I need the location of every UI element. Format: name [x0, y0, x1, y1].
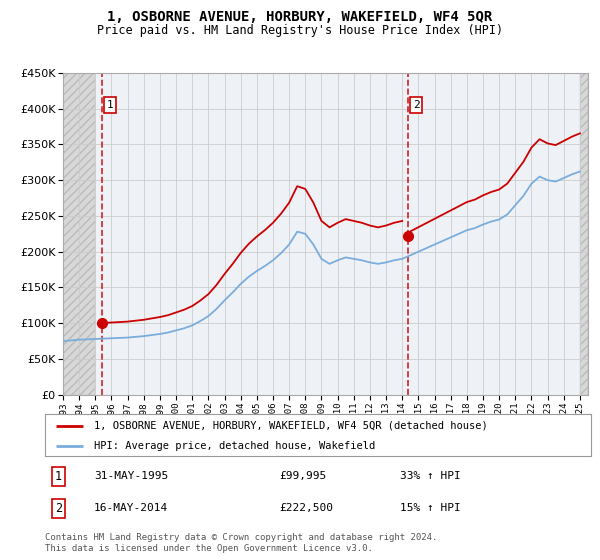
- Text: Contains HM Land Registry data © Crown copyright and database right 2024.
This d: Contains HM Land Registry data © Crown c…: [45, 533, 437, 553]
- Text: 2: 2: [413, 100, 419, 110]
- Text: £99,995: £99,995: [280, 471, 327, 481]
- Text: 31-MAY-1995: 31-MAY-1995: [94, 471, 169, 481]
- Text: 2: 2: [55, 502, 62, 515]
- Text: 1, OSBORNE AVENUE, HORBURY, WAKEFIELD, WF4 5QR: 1, OSBORNE AVENUE, HORBURY, WAKEFIELD, W…: [107, 10, 493, 24]
- Text: 1: 1: [55, 470, 62, 483]
- Text: Price paid vs. HM Land Registry's House Price Index (HPI): Price paid vs. HM Land Registry's House …: [97, 24, 503, 36]
- Bar: [63, 73, 95, 395]
- Text: £222,500: £222,500: [280, 503, 334, 514]
- Text: HPI: Average price, detached house, Wakefield: HPI: Average price, detached house, Wake…: [94, 441, 376, 451]
- Text: 15% ↑ HPI: 15% ↑ HPI: [400, 503, 461, 514]
- Text: 1, OSBORNE AVENUE, HORBURY, WAKEFIELD, WF4 5QR (detached house): 1, OSBORNE AVENUE, HORBURY, WAKEFIELD, W…: [94, 421, 488, 431]
- Text: 16-MAY-2014: 16-MAY-2014: [94, 503, 169, 514]
- Text: 1: 1: [107, 100, 113, 110]
- Bar: [580, 73, 588, 395]
- Text: 33% ↑ HPI: 33% ↑ HPI: [400, 471, 461, 481]
